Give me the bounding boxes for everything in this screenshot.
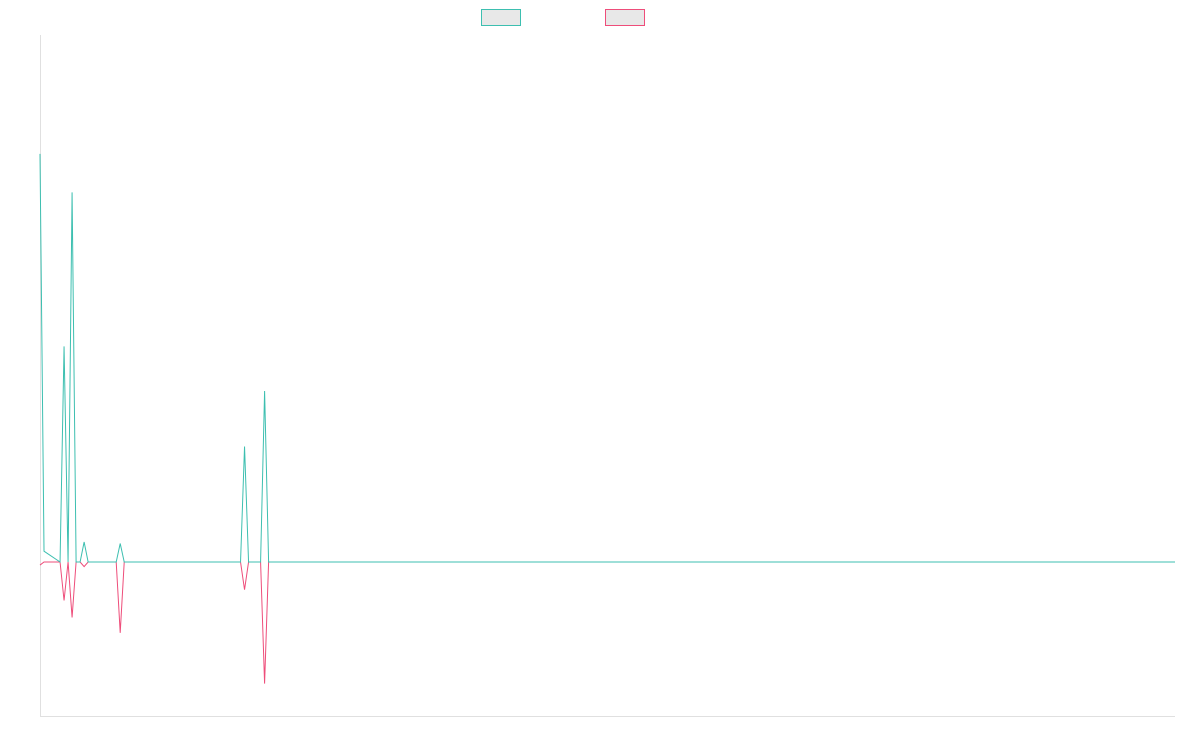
- series-line-1: [39, 153, 1175, 563]
- legend-swatch-1[interactable]: [481, 9, 521, 26]
- legend-swatch-2[interactable]: [605, 9, 645, 26]
- plot-area: [39, 35, 1175, 717]
- legend: [481, 9, 645, 26]
- series-line-2: [39, 561, 1175, 684]
- series-layer: [39, 153, 1175, 684]
